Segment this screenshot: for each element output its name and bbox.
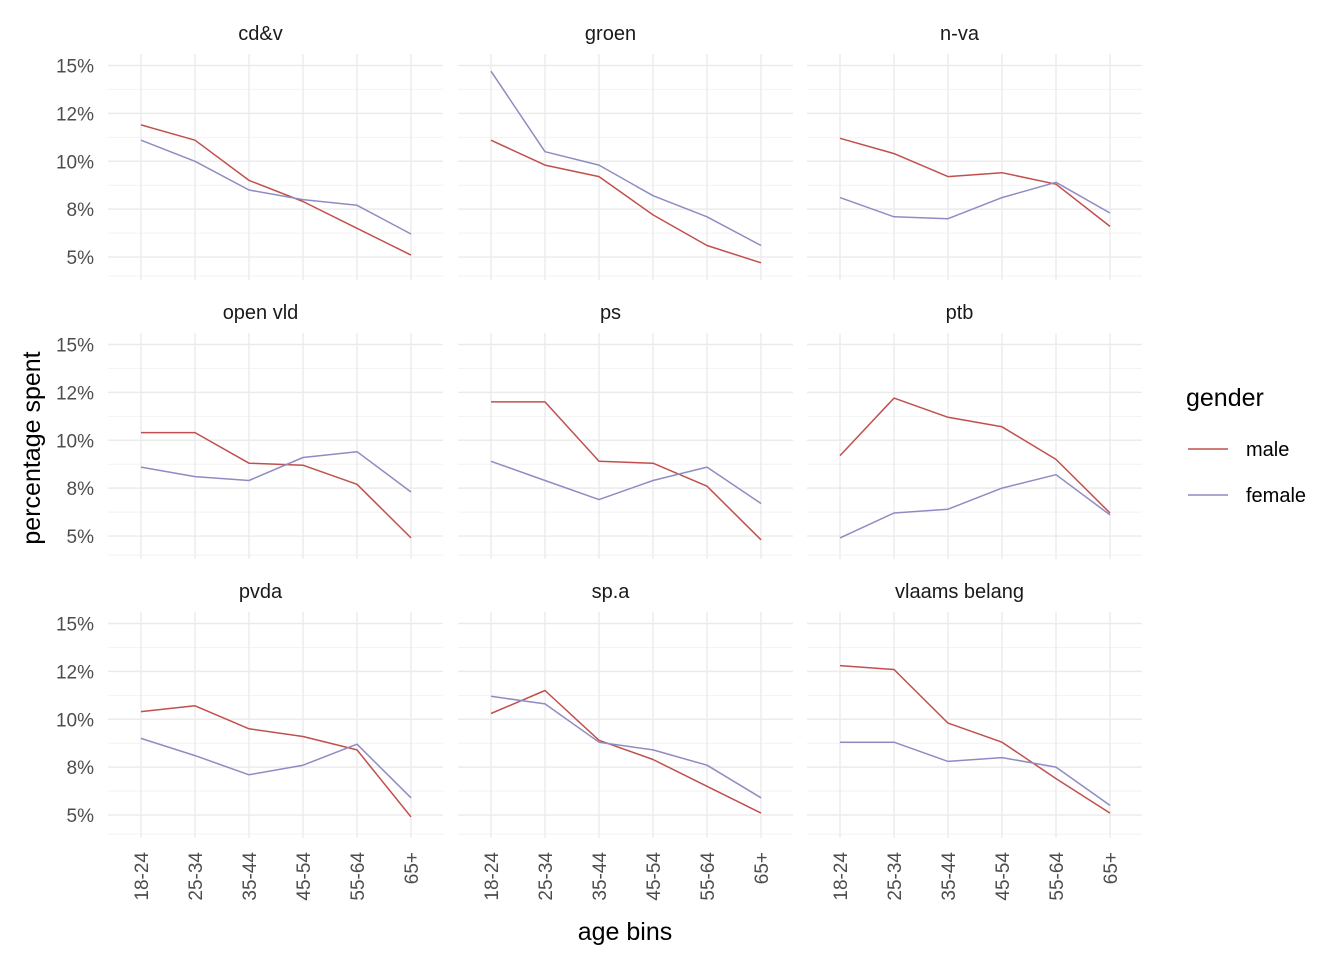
y-tick-label: 5% bbox=[67, 248, 95, 269]
series-line-male bbox=[490, 139, 762, 264]
y-tick-label: 10% bbox=[56, 152, 94, 173]
series-line-male bbox=[490, 689, 762, 814]
facet-panel: ps bbox=[458, 302, 793, 559]
y-tick-label: 10% bbox=[56, 431, 94, 452]
series-line-male bbox=[140, 705, 412, 818]
facet-panels: cd&v 5% 8% 10% 12% 15% groen n-va open vld 5% 8% 10… bbox=[56, 23, 1142, 901]
legend: gender male female bbox=[1186, 384, 1306, 507]
x-tick-label: 25-34 bbox=[186, 852, 207, 901]
y-tick-label: 15% bbox=[56, 56, 94, 77]
x-tick-label: 55-64 bbox=[698, 852, 719, 901]
x-tick-label: 35-44 bbox=[939, 852, 960, 901]
facet-panel: cd&v 5% 8% 10% 12% 15% bbox=[56, 23, 443, 280]
facet-panel: ptb bbox=[807, 302, 1142, 559]
legend-label-male: male bbox=[1246, 439, 1289, 461]
y-tick-label: 15% bbox=[56, 614, 94, 635]
facet-title: sp.a bbox=[592, 581, 631, 603]
y-tick-label: 12% bbox=[56, 662, 94, 683]
facet-title: ps bbox=[600, 302, 621, 324]
x-tick-label: 35-44 bbox=[240, 852, 261, 901]
y-tick-label: 15% bbox=[56, 335, 94, 356]
series-line-male bbox=[839, 664, 1111, 814]
x-tick-label: 35-44 bbox=[590, 852, 611, 901]
facet-panel: groen bbox=[458, 23, 793, 280]
series-line-female bbox=[840, 741, 1111, 807]
series-line-female bbox=[839, 473, 1111, 539]
y-tick-label: 12% bbox=[56, 383, 94, 404]
facet-title: open vld bbox=[223, 302, 299, 324]
facet-title: vlaams belang bbox=[895, 581, 1024, 603]
y-tick-label: 5% bbox=[67, 806, 95, 827]
x-tick-label: 55-64 bbox=[348, 852, 369, 901]
series-line-female bbox=[839, 181, 1111, 220]
x-tick-label: 65+ bbox=[752, 852, 773, 884]
x-tick-label: 45-54 bbox=[644, 852, 665, 901]
legend-label-female: female bbox=[1246, 485, 1306, 507]
facet-title: ptb bbox=[946, 302, 974, 324]
series-line-female bbox=[140, 450, 412, 493]
y-tick-label: 10% bbox=[56, 710, 94, 731]
facet-panel: n-va bbox=[807, 23, 1142, 280]
y-tick-label: 8% bbox=[67, 200, 95, 221]
facet-panel: pvda 5% 8% 10% 12% 15% 18-24 25-34 35-44 45-54 55-… bbox=[56, 581, 443, 901]
series-line-female bbox=[490, 695, 762, 799]
x-tick-label: 55-64 bbox=[1047, 852, 1068, 901]
y-tick-label: 8% bbox=[67, 479, 95, 500]
y-tick-label: 5% bbox=[67, 527, 95, 548]
x-tick-label: 18-24 bbox=[482, 852, 503, 901]
x-tick-label: 18-24 bbox=[831, 852, 852, 901]
y-tick-label: 8% bbox=[67, 758, 95, 779]
series-line-female bbox=[140, 139, 412, 235]
legend-title: gender bbox=[1186, 384, 1264, 412]
x-tick-label: 65+ bbox=[1101, 852, 1122, 884]
x-tick-label: 45-54 bbox=[294, 852, 315, 901]
facet-title: cd&v bbox=[238, 23, 282, 45]
series-line-female bbox=[490, 70, 762, 247]
series-line-male bbox=[141, 431, 412, 539]
facet-title: n-va bbox=[940, 23, 980, 45]
facet-panel: open vld 5% 8% 10% 12% 15% bbox=[56, 302, 443, 559]
x-tick-label: 25-34 bbox=[536, 852, 557, 901]
facet-panel: sp.a 18-24 25-34 35-44 45-54 55-64 65+ bbox=[458, 581, 793, 901]
series-line-female bbox=[490, 460, 762, 505]
x-tick-label: 18-24 bbox=[132, 852, 153, 901]
facet-panel: vlaams belang 18-24 25-34 35-44 45-54 55-64 65… bbox=[807, 581, 1142, 901]
facet-title: pvda bbox=[239, 581, 283, 603]
x-tick-label: 65+ bbox=[402, 852, 423, 884]
series-line-male bbox=[140, 124, 412, 256]
facet-title: groen bbox=[585, 23, 636, 45]
x-axis-title: age bins bbox=[578, 918, 673, 946]
series-line-female bbox=[140, 737, 412, 799]
series-line-male bbox=[491, 401, 762, 541]
series-line-male bbox=[839, 137, 1111, 227]
y-axis-title: percentage spent bbox=[18, 351, 46, 544]
x-tick-label: 25-34 bbox=[885, 852, 906, 901]
series-line-male bbox=[839, 397, 1111, 514]
y-tick-label: 12% bbox=[56, 104, 94, 125]
x-tick-label: 45-54 bbox=[993, 852, 1014, 901]
